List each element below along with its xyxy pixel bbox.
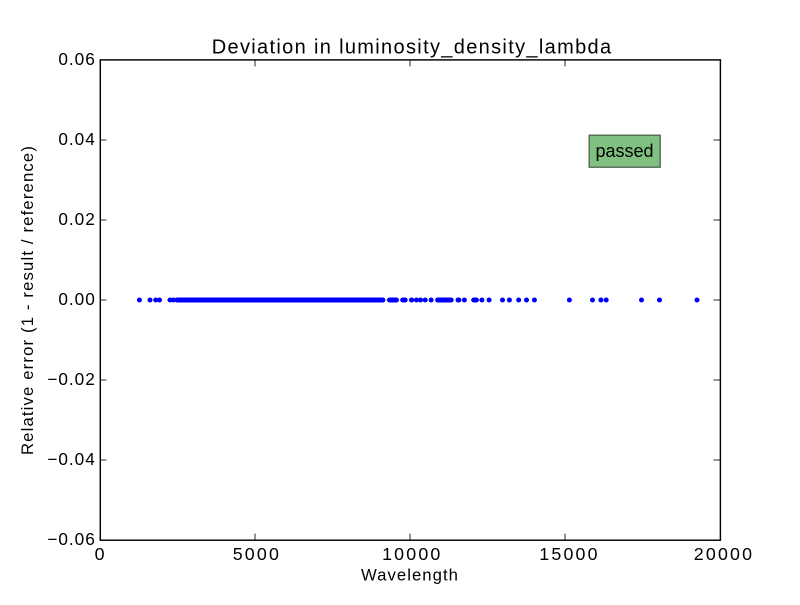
svg-text:15000: 15000 [539,544,599,564]
svg-text:0: 0 [95,544,107,564]
svg-text:−0.04: −0.04 [47,449,96,469]
svg-text:Relative error (1 - result / r: Relative error (1 - result / reference) [18,145,37,455]
svg-text:10000: 10000 [382,544,442,564]
svg-text:20000: 20000 [694,544,754,564]
svg-text:0.06: 0.06 [58,49,95,69]
svg-text:−0.02: −0.02 [47,369,96,389]
svg-text:passed: passed [595,141,653,161]
svg-text:Wavelength: Wavelength [361,566,459,585]
svg-text:0.00: 0.00 [58,289,95,309]
svg-text:0.02: 0.02 [58,209,95,229]
svg-text:0.04: 0.04 [58,129,95,149]
svg-text:5000: 5000 [233,544,281,564]
svg-text:Deviation in luminosity_densit: Deviation in luminosity_density_lambda [212,36,613,58]
svg-text:−0.06: −0.06 [47,529,96,549]
